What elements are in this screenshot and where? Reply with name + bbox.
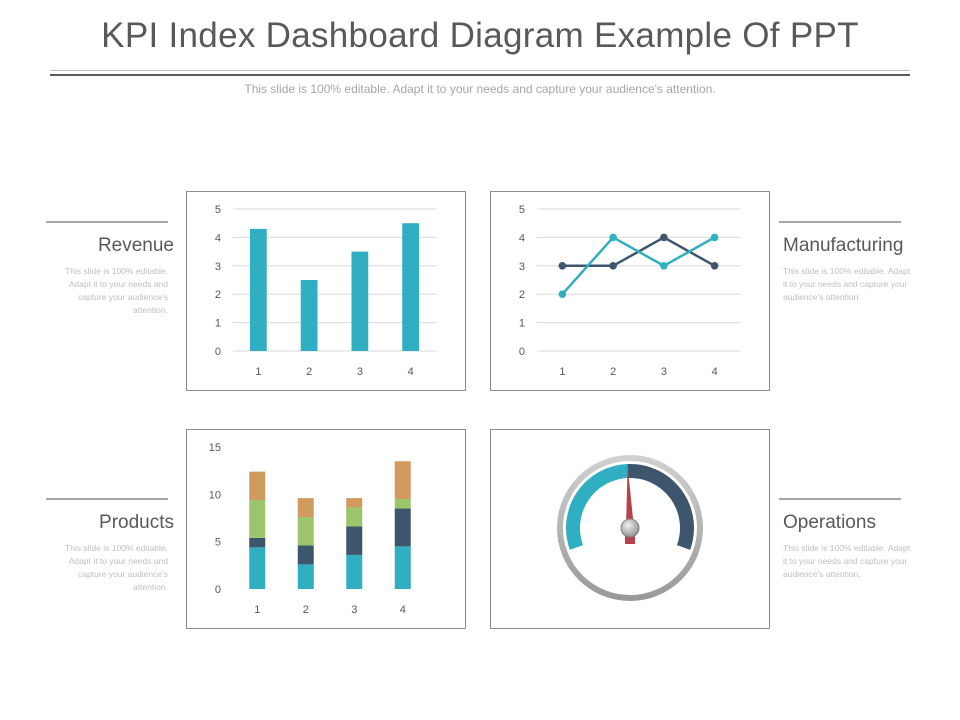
- products-caption: Products This slide is 100% editable. Ad…: [43, 498, 178, 594]
- products-y-tick-label: 0: [215, 584, 221, 596]
- products-stacked-segment: [346, 498, 363, 508]
- manufacturing-x-tick-label: 4: [712, 366, 718, 378]
- manufacturing-y-tick-label: 4: [519, 232, 525, 244]
- revenue-bar: [402, 223, 419, 351]
- title-divider-thick: [50, 74, 910, 76]
- products-y-tick-label: 10: [209, 489, 221, 501]
- revenue-chart-panel: 0 1 2 3 4 5 1 2 3 4: [186, 191, 466, 391]
- revenue-x-tick-label: 4: [408, 366, 414, 378]
- manufacturing-data-point: [710, 233, 719, 242]
- operations-rule: [779, 498, 901, 500]
- slide-title: KPI Index Dashboard Diagram Example Of P…: [101, 16, 859, 55]
- products-stacked-segment: [249, 547, 266, 589]
- manufacturing-data-point: [710, 262, 719, 270]
- products-stacked-segment: [249, 471, 266, 501]
- products-y-tick-label: 15: [209, 442, 221, 454]
- revenue-caption: Revenue This slide is 100% editable. Ada…: [43, 221, 178, 317]
- revenue-label: Revenue: [97, 235, 174, 256]
- revenue-x-tick-label: 2: [306, 366, 312, 378]
- manufacturing-data-point: [558, 262, 567, 270]
- revenue-y-tick-label: 4: [215, 232, 221, 244]
- products-x-tick-label: 1: [254, 604, 260, 616]
- products-stacked-segment: [249, 500, 266, 538]
- revenue-rule: [46, 221, 168, 223]
- manufacturing-rule: [779, 221, 901, 223]
- manufacturing-y-tick-label: 2: [519, 289, 525, 301]
- gauge-arc-high: [627, 464, 694, 550]
- products-stacked-segment: [394, 508, 411, 547]
- products-stacked-segment: [394, 461, 411, 500]
- revenue-y-tick-label: 3: [215, 261, 221, 273]
- gauge-arc-low: [566, 464, 629, 550]
- manufacturing-x-tick-label: 2: [610, 366, 616, 378]
- revenue-x-tick-label: 3: [357, 366, 363, 378]
- products-label: Products: [99, 512, 174, 533]
- revenue-bar: [300, 280, 318, 351]
- products-description: This slide is 100% editable. Adapt it to…: [64, 543, 168, 592]
- manufacturing-caption: Manufacturing This slide is 100% editabl…: [779, 221, 914, 304]
- manufacturing-y-tick-label: 5: [519, 204, 525, 216]
- products-rule: [46, 498, 168, 500]
- gauge-outer-ring: [557, 455, 703, 601]
- revenue-y-tick-label: 1: [215, 318, 221, 330]
- manufacturing-data-point: [558, 290, 567, 298]
- operations-gauge: [557, 455, 703, 601]
- products-x-tick-label: 4: [400, 604, 406, 616]
- products-x-tick-label: 3: [351, 604, 357, 616]
- manufacturing-label: Manufacturing: [783, 235, 904, 256]
- revenue-y-tick-label: 5: [215, 204, 221, 216]
- revenue-description: This slide is 100% editable. Adapt it to…: [64, 266, 168, 315]
- operations-caption: Operations This slide is 100% editable. …: [779, 498, 914, 581]
- revenue-bar: [351, 251, 369, 351]
- products-stacked-segment: [346, 507, 363, 527]
- revenue-x-tick-label: 1: [255, 366, 261, 378]
- products-x-tick-label: 2: [303, 604, 309, 616]
- manufacturing-x-tick-label: 1: [559, 366, 565, 378]
- slide-subtitle: This slide is 100% editable. Adapt it to…: [244, 82, 716, 96]
- products-stacked-segment: [297, 545, 314, 565]
- revenue-y-tick-label: 0: [215, 346, 221, 358]
- products-y-tick-label: 5: [215, 537, 221, 549]
- manufacturing-data-point: [609, 262, 617, 270]
- gauge-center-knob: [620, 518, 640, 538]
- manufacturing-series-line: [561, 235, 716, 296]
- products-stacked-bar-chart: 0 5 10 15 1 2 3 4: [209, 442, 411, 616]
- products-stacked-segment: [297, 498, 314, 518]
- manufacturing-data-point: [609, 233, 617, 242]
- operations-gauge-panel: [490, 429, 770, 629]
- manufacturing-data-point: [660, 262, 668, 270]
- revenue-y-tick-label: 2: [215, 289, 221, 301]
- operations-description: This slide is 100% editable. Adapt it to…: [783, 543, 911, 579]
- revenue-bar: [250, 228, 267, 351]
- manufacturing-y-tick-label: 3: [519, 261, 525, 273]
- revenue-bar-chart: 0 1 2 3 4 5 1 2 3 4: [215, 204, 436, 378]
- manufacturing-y-tick-label: 0: [519, 346, 525, 358]
- gauge-needle: [626, 466, 634, 528]
- manufacturing-description: This slide is 100% editable. Adapt it to…: [783, 266, 911, 302]
- manufacturing-line-chart: 0 1 2 3 4 5 1 2 3 4: [519, 204, 740, 378]
- manufacturing-data-point: [660, 233, 668, 242]
- manufacturing-x-tick-label: 3: [661, 366, 667, 378]
- products-chart-panel: 0 5 10 15 1 2 3 4: [186, 429, 466, 629]
- manufacturing-y-tick-label: 1: [519, 318, 525, 330]
- operations-label: Operations: [783, 512, 876, 533]
- products-stacked-segment: [346, 526, 363, 555]
- products-stacked-segment: [394, 546, 411, 589]
- manufacturing-chart-panel: 0 1 2 3 4 5 1 2 3 4: [490, 191, 770, 391]
- products-stacked-segment: [394, 499, 411, 509]
- products-stacked-segment: [297, 564, 314, 589]
- products-stacked-segment: [249, 537, 266, 548]
- products-stacked-segment: [297, 517, 314, 546]
- title-divider-thin: [50, 70, 910, 71]
- products-stacked-segment: [346, 554, 363, 589]
